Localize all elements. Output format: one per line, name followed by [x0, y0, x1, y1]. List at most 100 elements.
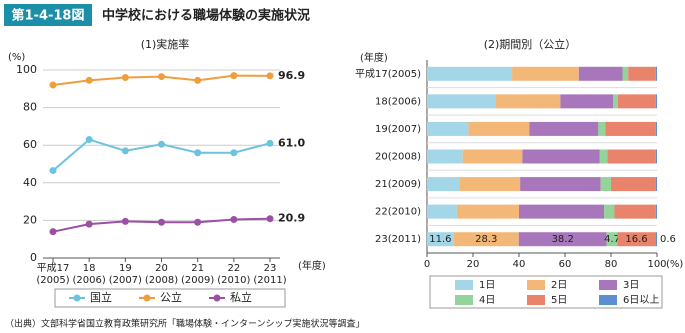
category-label-part: (2010) — [217, 275, 250, 286]
bar-segment — [613, 94, 618, 109]
value-label: 61.0 — [278, 136, 305, 149]
x-axis-label: (%) — [666, 259, 683, 270]
category-label-part: (2006) — [73, 275, 106, 286]
point — [158, 140, 165, 148]
category-label-part: 20 — [155, 263, 168, 274]
bar-segment — [606, 232, 618, 247]
legend-swatch — [455, 280, 473, 290]
category-label: 19(2007) — [109, 263, 142, 286]
bar-segment — [427, 204, 457, 219]
point — [85, 76, 93, 84]
value-label: 28.3 — [475, 234, 497, 245]
bar-segment — [456, 204, 519, 219]
bar-segment — [614, 204, 656, 219]
chart-title: (1)実施率 — [141, 37, 190, 51]
bar-segment — [655, 232, 657, 247]
point — [194, 218, 202, 226]
bar-segment — [427, 149, 463, 164]
point — [230, 215, 238, 223]
point — [85, 136, 93, 144]
y-tick-label: 60 — [23, 138, 37, 151]
category-label: 20(2008) — [375, 152, 421, 163]
value-label: 38.2 — [552, 234, 574, 245]
point — [49, 228, 57, 236]
bar-segment — [427, 121, 469, 136]
category-label: 20(2008) — [145, 263, 178, 286]
bar-segment — [598, 121, 606, 136]
y-axis-label: (年度) — [360, 51, 388, 64]
bar-segment — [518, 232, 607, 247]
legend-label: 3日 — [623, 280, 639, 291]
legend-swatch — [599, 295, 617, 305]
legend-label: 4日 — [479, 295, 495, 306]
y-tick-label: 0 — [30, 251, 37, 264]
category-label: 19(2007) — [375, 124, 421, 135]
point — [121, 74, 129, 82]
bar-segment — [655, 204, 657, 219]
value-label: 11.6 — [429, 234, 451, 245]
legend-label: 国立 — [90, 290, 112, 304]
bar-segment — [617, 232, 656, 247]
source: （出典）文部科学省国立教育政策研究所「職場体験・インターンシップ実施状況等調査」 — [5, 318, 365, 330]
category-label: 21(2009) — [181, 263, 214, 286]
legend-label: 1日 — [479, 280, 495, 291]
bar-segment — [655, 149, 657, 164]
bar-segment — [453, 232, 519, 247]
category-label: 22(2010) — [375, 207, 421, 218]
legend-box — [54, 288, 286, 308]
bar-segment — [459, 177, 521, 192]
category-label: 21(2009) — [375, 179, 421, 190]
legend-box — [429, 275, 663, 309]
bar-segment — [468, 121, 530, 136]
point — [121, 217, 129, 225]
bar-segment — [655, 177, 657, 192]
bar-segment — [604, 204, 615, 219]
bar-segment — [520, 177, 601, 192]
bar-segment — [578, 66, 623, 81]
point — [266, 139, 274, 147]
point — [158, 218, 165, 226]
badge: 第1-4-18図 — [12, 8, 85, 24]
badge-box — [4, 4, 92, 26]
bar-segment — [529, 121, 599, 136]
point — [230, 72, 238, 80]
bar-segment — [427, 232, 454, 247]
category-label: 23(2011) — [375, 234, 421, 245]
x-tick-label: 40 — [513, 259, 526, 270]
bar-segment — [462, 149, 523, 164]
value-label: 16.6 — [625, 234, 647, 245]
legend-label: 5日 — [551, 295, 567, 306]
legend-marker — [143, 294, 151, 302]
category-label-part: (2011) — [253, 275, 286, 286]
legend-swatch — [527, 280, 545, 290]
bar-segment — [605, 121, 656, 136]
category-label-part: 18 — [83, 263, 96, 274]
legend-marker — [213, 294, 221, 302]
y-tick-label: 40 — [23, 176, 37, 189]
point — [194, 76, 202, 84]
bar-segment — [427, 94, 496, 109]
legend-marker — [73, 294, 81, 302]
category-label-part: (2005) — [36, 275, 69, 286]
category-label: 平成17(2005) — [36, 262, 69, 286]
category-label: 23(2011) — [253, 263, 286, 286]
y-axis-label: (%) — [8, 52, 25, 63]
x-tick-label: 20 — [467, 259, 480, 270]
category-label-part: 23 — [264, 263, 277, 274]
bar-segment — [617, 94, 656, 109]
bar-segment — [628, 66, 656, 81]
value-label: 4.7 — [604, 234, 620, 245]
bar-segment — [560, 94, 614, 109]
category-label-part: 22 — [227, 263, 240, 274]
legend-swatch — [527, 295, 545, 305]
bar-segment — [611, 177, 656, 192]
point — [85, 220, 93, 228]
x-axis-label: (年度) — [298, 259, 326, 272]
bar-segment — [522, 149, 600, 164]
legend-label: 2日 — [551, 280, 567, 291]
category-label-part: 19 — [119, 263, 132, 274]
bar-segment — [655, 66, 657, 81]
legend-swatch — [599, 280, 617, 290]
bar-segment — [512, 66, 579, 81]
